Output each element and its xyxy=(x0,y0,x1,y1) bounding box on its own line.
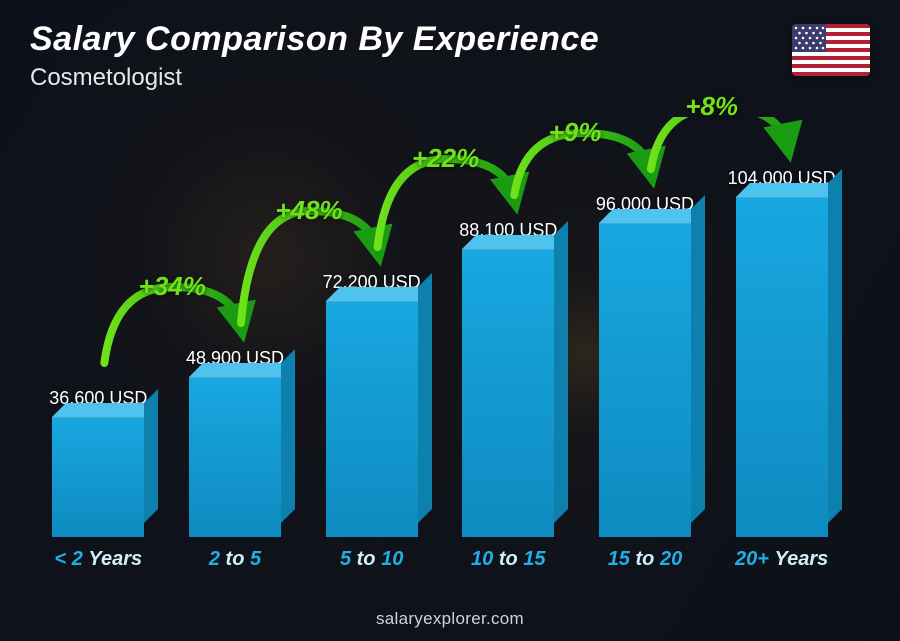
bar-group: 72,200 USD xyxy=(312,272,432,537)
x-axis-label: 5 to 10 xyxy=(312,548,432,571)
bar-group: 48,900 USD xyxy=(175,348,295,537)
bar-group: 88,100 USD xyxy=(448,220,568,537)
growth-pct-label: +48% xyxy=(275,195,342,226)
bar xyxy=(189,377,281,537)
us-flag-icon xyxy=(792,24,870,76)
bar-group: 96,000 USD xyxy=(585,194,705,537)
x-axis-label: 20+ Years xyxy=(722,548,842,571)
x-axis-label: < 2 Years xyxy=(38,548,158,571)
infographic-canvas: Salary Comparison By Experience Cosmetol… xyxy=(0,0,900,641)
bar-group: 36,600 USD xyxy=(38,388,158,537)
chart-title: Salary Comparison By Experience xyxy=(30,20,599,59)
footer-source: salaryexplorer.com xyxy=(0,609,900,629)
x-axis-label: 15 to 20 xyxy=(585,548,705,571)
x-axis-label: 10 to 15 xyxy=(448,548,568,571)
bar-chart: 36,600 USD48,900 USD72,200 USD88,100 USD… xyxy=(30,115,850,571)
bar xyxy=(736,197,828,537)
growth-pct-label: +9% xyxy=(549,117,602,148)
x-axis-label: 2 to 5 xyxy=(175,548,295,571)
bar xyxy=(462,249,554,537)
chart-subtitle: Cosmetologist xyxy=(30,64,182,92)
growth-pct-label: +34% xyxy=(139,271,206,302)
bar xyxy=(599,223,691,537)
bar xyxy=(52,417,144,537)
bar-group: 104,000 USD xyxy=(722,168,842,537)
bar xyxy=(326,301,418,537)
growth-pct-label: +22% xyxy=(412,143,479,174)
growth-pct-label: +8% xyxy=(685,91,738,122)
